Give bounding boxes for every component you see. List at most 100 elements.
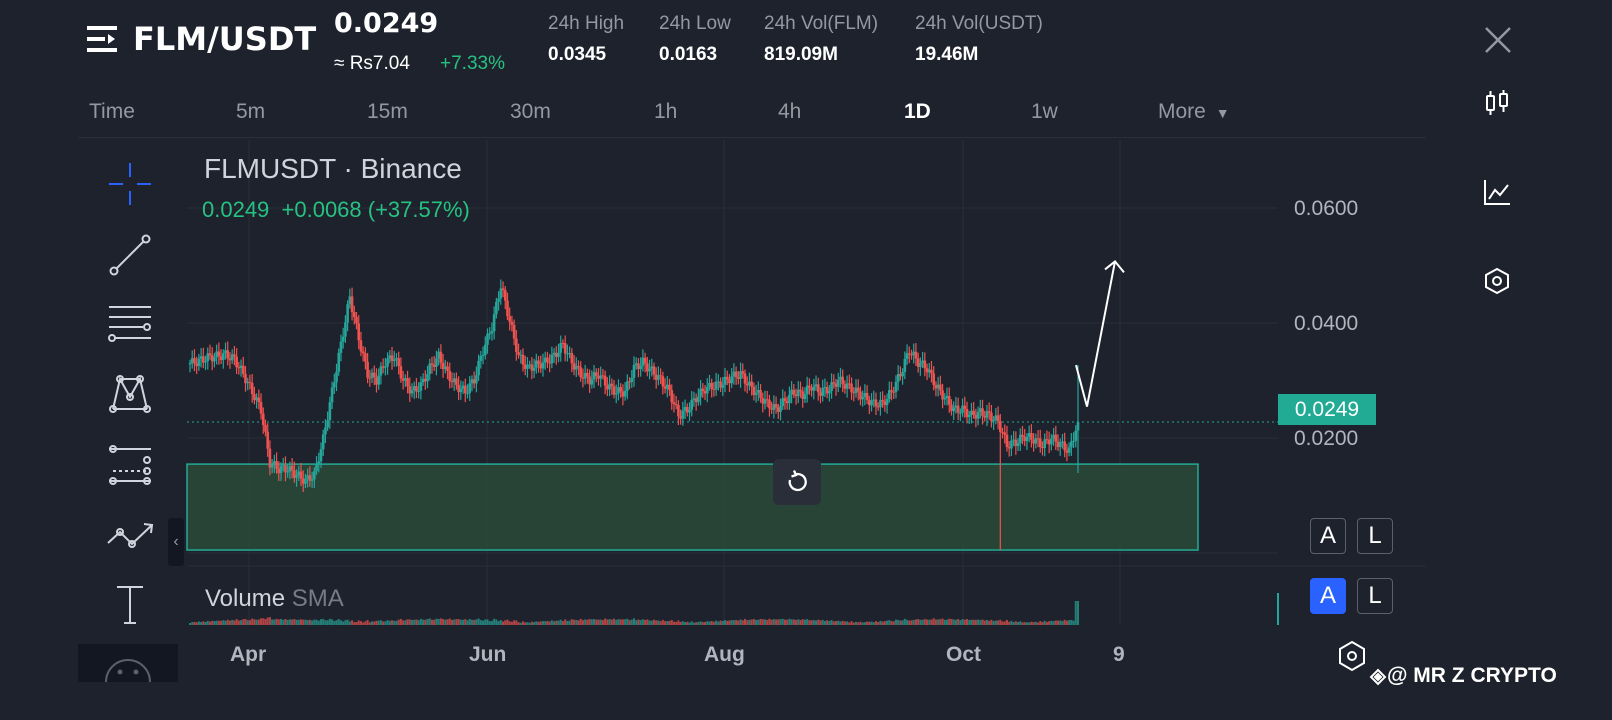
candle-body — [825, 387, 829, 394]
volume-bar — [1070, 619, 1073, 625]
candle-body — [552, 352, 556, 355]
candle-body — [448, 370, 452, 381]
volume-bar — [564, 619, 567, 625]
volume-bar — [943, 619, 946, 625]
candle-body — [626, 381, 629, 391]
volume-bar — [430, 619, 433, 625]
volume-bar — [575, 619, 578, 625]
volume-bar — [717, 621, 720, 625]
auto-scale-button[interactable]: A — [1310, 518, 1346, 554]
trend-line-icon[interactable] — [100, 225, 160, 285]
candle-body — [659, 375, 662, 377]
volume-bar — [1045, 621, 1048, 625]
volume-bar — [266, 617, 269, 625]
volume-bar — [439, 618, 442, 625]
volume-bar — [251, 618, 254, 625]
reset-chart-button[interactable] — [773, 459, 821, 505]
volume-bar — [939, 619, 942, 625]
tab-time[interactable]: Time — [89, 100, 135, 123]
candle-body — [648, 368, 651, 372]
pair-title[interactable]: FLM/USDT — [133, 20, 317, 58]
candles-icon[interactable] — [1482, 88, 1512, 118]
toolbar-collapse-handle[interactable]: ‹ — [168, 518, 184, 566]
menu-icon[interactable] — [86, 23, 118, 55]
tab-5m[interactable]: 5m — [236, 100, 266, 123]
fib-retracement-icon[interactable] — [100, 294, 160, 354]
volume-bar — [1025, 622, 1028, 625]
indicators-icon[interactable] — [1482, 177, 1512, 207]
crosshair-icon[interactable] — [100, 154, 160, 214]
candle-body — [732, 371, 736, 377]
tab-1d[interactable]: 1D — [904, 100, 931, 123]
candle-body — [814, 384, 818, 387]
volume-bar — [1061, 621, 1064, 625]
volume-bar — [391, 620, 394, 625]
volume-bar — [730, 619, 733, 625]
volume-bar — [1021, 622, 1024, 625]
support-zone — [186, 463, 1199, 551]
pattern-icon[interactable] — [100, 362, 160, 422]
candle-body — [792, 389, 796, 395]
candle-body — [914, 351, 918, 359]
tab-30m[interactable]: 30m — [510, 100, 551, 123]
tab-4h[interactable]: 4h — [778, 100, 802, 123]
volume-bar — [641, 619, 644, 625]
tab-more[interactable]: More ▼ — [1158, 100, 1230, 124]
volume-bar — [1005, 619, 1008, 625]
candle-body — [936, 384, 940, 389]
candle-body — [483, 344, 487, 355]
candle-body — [344, 322, 347, 337]
volume-bar — [617, 619, 620, 625]
candle-body — [777, 407, 780, 412]
volume-series — [189, 593, 1279, 625]
volume-bar — [353, 622, 356, 625]
volume-bar — [619, 619, 622, 625]
tab-1w[interactable]: 1w — [1031, 100, 1058, 123]
candle-body — [392, 359, 396, 361]
volume-bar — [1074, 601, 1077, 625]
candle-body — [370, 372, 374, 378]
volume-bar — [222, 620, 225, 625]
volume-bar — [255, 619, 258, 625]
tab-15m[interactable]: 15m — [367, 100, 408, 123]
candle-body — [304, 478, 307, 484]
candle-body — [417, 390, 420, 392]
candle-body — [945, 395, 949, 398]
volume-bar — [197, 621, 200, 625]
toolbar-more-panel[interactable] — [78, 644, 178, 682]
volume-bar — [706, 621, 709, 625]
candle-body — [395, 358, 398, 360]
volume-bar — [379, 620, 382, 625]
candle-body — [523, 364, 527, 369]
candle-body — [250, 382, 254, 394]
volume-bar — [721, 620, 724, 625]
volume-bar — [546, 621, 549, 625]
volume-bar — [457, 619, 460, 625]
settings-icon[interactable] — [1482, 266, 1512, 296]
forecast-tool-icon[interactable] — [100, 434, 160, 494]
candle-body — [333, 382, 336, 388]
candle-body — [899, 374, 902, 377]
volume-bar — [1077, 601, 1079, 625]
candle-body — [372, 372, 376, 378]
candle-body — [548, 362, 551, 364]
text-tool-icon[interactable] — [100, 574, 160, 634]
candle-body — [839, 376, 842, 380]
candle-body — [268, 448, 272, 468]
candle-body — [965, 408, 969, 418]
close-icon[interactable] — [1483, 25, 1513, 55]
candle-body — [663, 386, 667, 389]
log-scale-button[interactable]: L — [1357, 518, 1393, 554]
volume-auto-scale-button[interactable]: A — [1310, 578, 1346, 614]
candle-body — [415, 386, 418, 392]
candle-body — [539, 363, 543, 369]
candle-body — [410, 390, 414, 394]
candle-body — [437, 351, 440, 359]
volume-bar — [688, 622, 691, 625]
candle-body — [963, 405, 967, 409]
path-tool-icon[interactable] — [100, 504, 160, 564]
volume-log-scale-button[interactable]: L — [1357, 578, 1393, 614]
tab-1h[interactable]: 1h — [654, 100, 678, 123]
volume-bar — [333, 620, 336, 625]
